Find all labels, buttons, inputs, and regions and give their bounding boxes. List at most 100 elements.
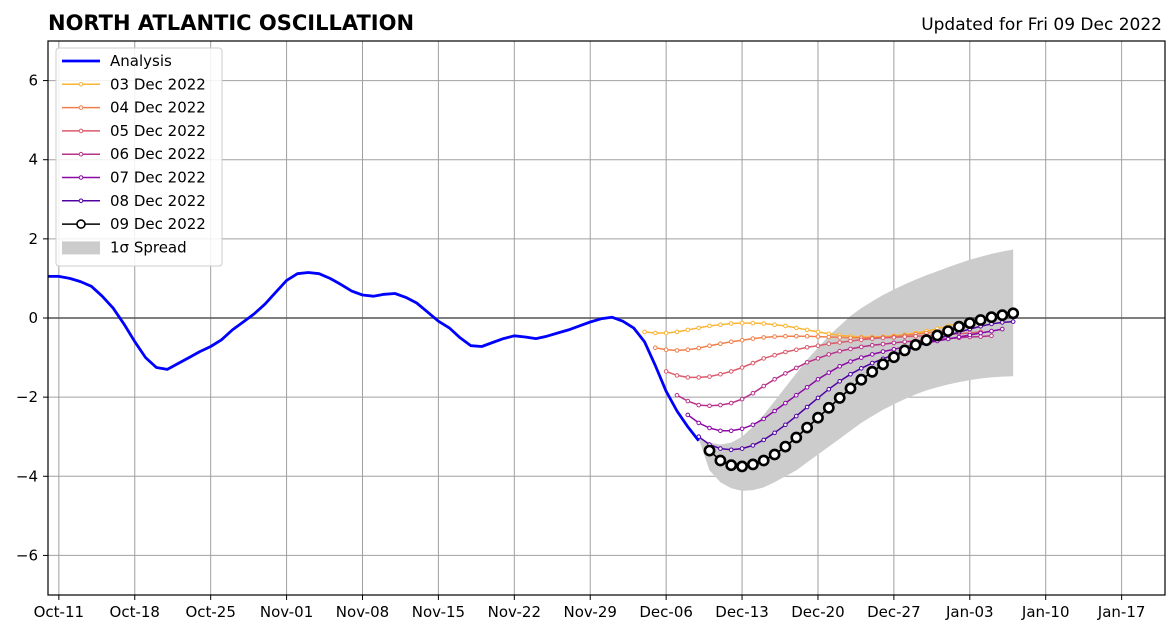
series-point (772, 408, 777, 414)
series-point (718, 428, 723, 434)
series-point (750, 320, 756, 326)
series-point (837, 379, 843, 384)
series-point (728, 447, 734, 453)
series-point (718, 322, 723, 328)
series-point (674, 373, 680, 378)
legend-marker (78, 198, 84, 204)
legend-marker (78, 151, 84, 157)
series-point (728, 339, 734, 345)
series-point (920, 334, 933, 347)
series-point (978, 334, 983, 339)
x-tick-label: Dec-06 (639, 603, 693, 621)
series-point (898, 344, 911, 357)
series-point (696, 325, 702, 331)
legend-entry: 05 Dec 2022 (62, 122, 206, 140)
y-axis: −6 −4 −2 0 2 4 6 (16, 72, 48, 564)
series-point (902, 339, 908, 345)
series-point (674, 329, 680, 335)
y-tick-label: −4 (16, 467, 38, 485)
series-point (869, 336, 875, 341)
series-point (790, 431, 803, 444)
series-point (718, 446, 723, 451)
y-tick-label: −6 (16, 546, 38, 564)
series-point (804, 385, 810, 390)
x-tick-label: Dec-13 (715, 603, 769, 621)
series-point (653, 330, 658, 336)
series-point (750, 443, 756, 448)
x-tick-label: Jan-03 (945, 603, 994, 621)
series-point (996, 309, 1009, 322)
series-point (685, 347, 691, 353)
series-point (750, 336, 756, 341)
series-point (783, 400, 788, 406)
series-point (642, 329, 647, 335)
series-point (772, 430, 777, 436)
series-point (783, 371, 788, 376)
series-point (1010, 319, 1016, 324)
series-point (848, 371, 853, 377)
series-point (779, 440, 792, 453)
series-point (768, 448, 781, 461)
series-point (815, 377, 821, 382)
series-point (772, 322, 777, 328)
series-point (826, 341, 832, 347)
legend-entry: 09 Dec 2022 (62, 215, 206, 233)
series-point (1007, 307, 1020, 320)
series-point (848, 359, 853, 364)
x-tick-label: Oct-11 (34, 603, 84, 621)
legend-entry: 06 Dec 2022 (62, 145, 206, 163)
series-07-dec-2022 (685, 326, 1005, 434)
series-point (674, 392, 680, 398)
series-point (989, 333, 994, 339)
series-point (869, 360, 875, 366)
chart-subtitle: Updated for Fri 09 Dec 2022 (921, 15, 1162, 35)
series-point (891, 347, 897, 352)
series-point (815, 343, 821, 349)
series-point (761, 321, 767, 326)
series-point (913, 333, 918, 339)
series-point (869, 343, 875, 348)
series-point (888, 351, 900, 364)
series-point (826, 334, 832, 340)
series-point (866, 365, 879, 378)
series-point (909, 338, 922, 351)
series-point (826, 352, 832, 357)
series-point (685, 412, 691, 418)
legend-marker (78, 175, 84, 180)
series-point (804, 360, 810, 365)
series-point (877, 358, 889, 371)
series-point (739, 365, 745, 370)
series-point (963, 317, 976, 329)
series-point (736, 460, 748, 473)
series-point (1000, 320, 1005, 325)
y-tick-label: 2 (28, 230, 38, 248)
x-tick-label: Jan-17 (1097, 603, 1146, 621)
series-point (685, 375, 691, 380)
series-point (728, 321, 734, 326)
series-point (794, 325, 799, 331)
legend-label: 06 Dec 2022 (110, 145, 206, 163)
series-point (880, 341, 886, 347)
series-point (696, 375, 702, 380)
series-point (696, 402, 702, 408)
series-point (989, 328, 994, 334)
series-point (685, 398, 691, 404)
analysis-line (48, 271, 700, 442)
series-point (815, 356, 821, 361)
series-point (685, 327, 691, 333)
x-tick-label: Nov-22 (488, 603, 541, 621)
series-point (804, 345, 810, 350)
legend-entry: 08 Dec 2022 (62, 192, 206, 210)
legend-entry: 1σ Spread (62, 238, 187, 256)
series-point (761, 383, 767, 389)
series-point (794, 413, 799, 419)
series-point (794, 333, 799, 339)
series-point (859, 337, 864, 343)
series-point (750, 422, 756, 428)
series-point (728, 400, 734, 406)
legend-entry: 04 Dec 2022 (62, 99, 206, 117)
legend-label: 05 Dec 2022 (110, 122, 206, 140)
series-point (718, 402, 723, 408)
series-point (826, 370, 832, 375)
series-point (696, 420, 702, 426)
